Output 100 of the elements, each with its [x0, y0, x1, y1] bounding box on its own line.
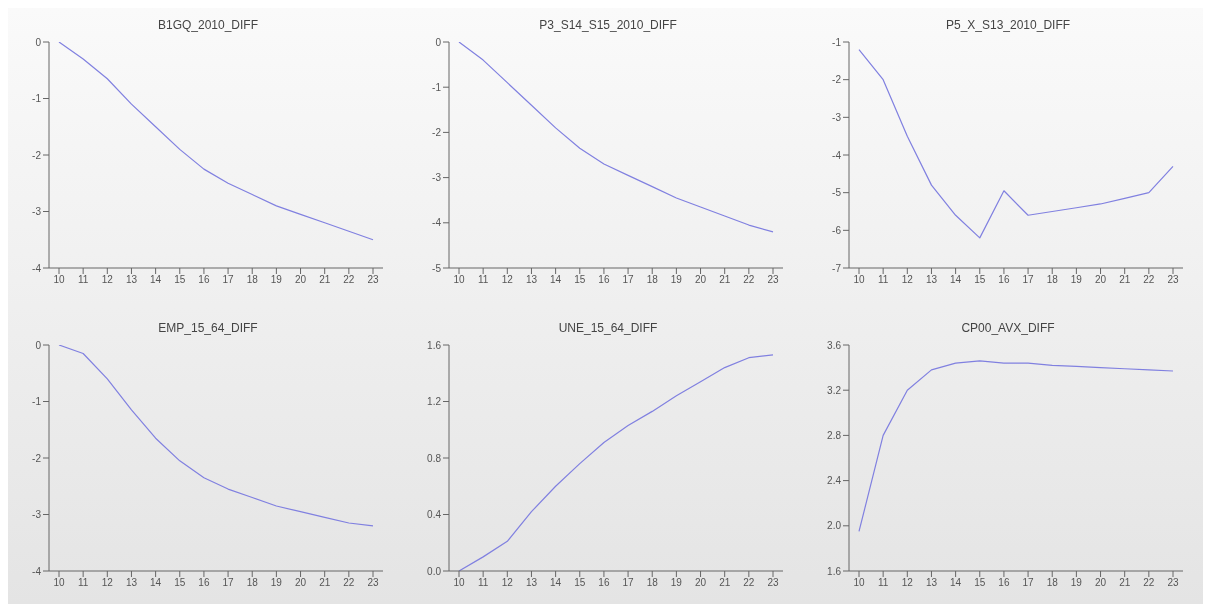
y-tick-label: -4: [32, 262, 42, 274]
chart-title: B1GQ_2010_DIFF: [156, 17, 260, 34]
x-tick-label: 20: [694, 577, 707, 589]
x-tick-label: 18: [246, 577, 259, 589]
x-tick-label: 17: [222, 577, 235, 589]
x-tick-label: 13: [925, 577, 938, 589]
x-tick-label: 16: [998, 577, 1010, 589]
x-tick-label: 11: [877, 577, 889, 589]
x-tick-label: 14: [950, 274, 962, 286]
x-tick-label: 18: [246, 274, 259, 286]
x-tick-label: 23: [767, 577, 779, 589]
x-tick-label: 17: [622, 274, 635, 286]
x-tick-label: 13: [925, 274, 938, 286]
x-tick-label: 19: [270, 274, 283, 286]
x-tick-label: 23: [367, 274, 379, 286]
y-tick-label: -2: [32, 452, 42, 464]
x-tick-label: 16: [598, 274, 610, 286]
y-tick-label: -3: [32, 206, 42, 218]
x-tick-label: 19: [670, 577, 683, 589]
y-tick-label: -4: [432, 217, 442, 229]
x-tick-label: 13: [125, 274, 138, 286]
line-series: [858, 360, 1174, 533]
y-tick-label: 3.2: [827, 384, 842, 396]
line-series: [458, 354, 774, 571]
y-tick-label: -3: [832, 111, 842, 123]
x-tick-label: 13: [525, 274, 538, 286]
y-tick-label: -1: [432, 81, 442, 93]
x-tick-label: 22: [743, 274, 755, 286]
x-tick-label: 21: [319, 274, 331, 286]
x-tick-label: 19: [1070, 577, 1083, 589]
x-tick-label: 17: [222, 274, 235, 286]
y-tick-label: 0.4: [427, 509, 442, 521]
x-tick-label: 14: [150, 274, 162, 286]
x-tick-label: 15: [174, 577, 186, 589]
y-tick-label: 2.8: [827, 429, 842, 441]
x-tick-label: 23: [1167, 577, 1179, 589]
x-tick-label: 23: [367, 577, 379, 589]
y-tick-label: -4: [832, 149, 842, 161]
y-tick-label: -7: [832, 262, 842, 274]
x-tick-label: 14: [150, 577, 162, 589]
line-series: [58, 42, 374, 241]
x-tick-label: 21: [719, 577, 731, 589]
x-tick-label: 18: [646, 274, 659, 286]
x-tick-label: 17: [622, 577, 635, 589]
y-tick-label: 1.6: [827, 565, 842, 577]
x-tick-label: 11: [77, 274, 89, 286]
y-tick-label: 1.6: [427, 339, 442, 351]
x-tick-label: 11: [877, 274, 889, 286]
x-tick-label: 12: [501, 274, 514, 286]
x-tick-label: 12: [101, 577, 114, 589]
x-tick-label: 23: [1167, 274, 1179, 286]
y-tick-label: -2: [832, 74, 842, 86]
x-tick-label: 20: [294, 577, 307, 589]
x-tick-label: 10: [453, 577, 465, 589]
x-tick-label: 16: [998, 274, 1010, 286]
line-series: [458, 42, 774, 233]
chart-title: P3_S14_S15_2010_DIFF: [538, 17, 678, 34]
line-series: [858, 48, 1174, 239]
x-tick-label: 14: [550, 274, 562, 286]
y-tick-label: -6: [832, 224, 842, 236]
x-tick-label: 11: [77, 577, 89, 589]
x-tick-label: 19: [1070, 274, 1083, 286]
x-tick-label: 19: [670, 274, 683, 286]
x-tick-label: 10: [453, 274, 465, 286]
x-tick-label: 10: [853, 274, 865, 286]
x-tick-label: 14: [550, 577, 562, 589]
x-tick-label: 15: [174, 274, 186, 286]
x-tick-label: 18: [1046, 577, 1059, 589]
x-tick-label: 13: [525, 577, 538, 589]
chart-title: UNE_15_64_DIFF: [557, 320, 659, 337]
x-tick-label: 12: [501, 577, 514, 589]
x-tick-label: 21: [1119, 577, 1131, 589]
x-tick-label: 18: [646, 577, 659, 589]
y-tick-label: 0.8: [427, 452, 442, 464]
y-tick-label: -3: [432, 172, 442, 184]
x-tick-label: 20: [694, 274, 707, 286]
x-tick-label: 16: [198, 577, 210, 589]
x-tick-label: 10: [53, 274, 65, 286]
y-tick-label: -3: [32, 509, 42, 521]
y-tick-label: 0: [35, 339, 42, 351]
y-tick-label: 0: [35, 36, 42, 48]
x-tick-label: 20: [294, 274, 307, 286]
x-tick-label: 14: [950, 577, 962, 589]
x-tick-label: 13: [125, 577, 138, 589]
y-tick-label: 0.0: [427, 565, 442, 577]
x-tick-label: 15: [574, 577, 586, 589]
x-tick-label: 21: [1119, 274, 1131, 286]
line-series: [58, 345, 374, 527]
x-tick-label: 17: [1022, 577, 1035, 589]
y-tick-label: -4: [32, 565, 42, 577]
x-tick-label: 16: [598, 577, 610, 589]
y-tick-label: 2.0: [827, 520, 842, 532]
chart-title: P5_X_S13_2010_DIFF: [944, 17, 1072, 34]
x-tick-label: 21: [319, 577, 331, 589]
x-tick-label: 15: [574, 274, 586, 286]
x-tick-label: 17: [1022, 274, 1035, 286]
x-tick-label: 22: [1143, 274, 1155, 286]
chart-title: EMP_15_64_DIFF: [157, 320, 259, 337]
x-tick-label: 15: [974, 577, 986, 589]
y-tick-label: 2.4: [827, 475, 842, 487]
